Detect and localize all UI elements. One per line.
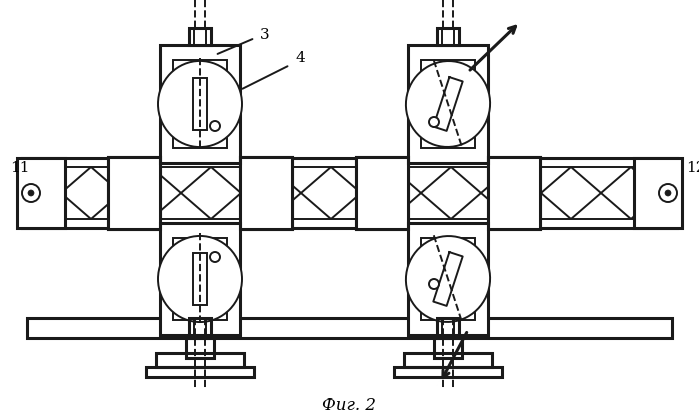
Circle shape — [28, 190, 34, 196]
Bar — [408, 45, 488, 163]
Bar — [146, 367, 254, 377]
Bar — [240, 157, 292, 229]
Bar — [156, 353, 244, 367]
Bar — [408, 223, 488, 335]
Bar — [160, 45, 240, 163]
Bar — [488, 157, 540, 229]
Ellipse shape — [406, 61, 490, 147]
Bar — [193, 253, 207, 305]
Text: 12: 12 — [686, 161, 699, 175]
Circle shape — [429, 279, 439, 289]
Bar — [31, 219, 668, 411]
Circle shape — [210, 121, 220, 131]
Bar — [27, 318, 672, 338]
Bar — [22, 158, 677, 228]
Bar — [0, 158, 31, 228]
Bar — [108, 157, 160, 229]
Bar — [488, 157, 540, 229]
Bar — [194, 28, 206, 45]
Text: 11: 11 — [10, 161, 29, 175]
Bar — [160, 45, 240, 163]
Bar — [240, 157, 292, 229]
Bar — [442, 28, 454, 45]
Bar — [634, 158, 682, 228]
Bar — [31, 0, 668, 167]
Bar — [189, 28, 211, 45]
Bar — [356, 157, 408, 229]
Bar — [240, 157, 292, 229]
Text: 3: 3 — [260, 28, 270, 42]
Bar — [488, 157, 540, 229]
Bar — [437, 318, 459, 335]
Bar — [437, 318, 459, 335]
Bar — [442, 318, 454, 335]
Bar — [404, 353, 492, 367]
Bar — [488, 157, 540, 229]
Bar — [173, 60, 227, 148]
Circle shape — [210, 252, 220, 262]
Ellipse shape — [158, 61, 242, 147]
Bar — [186, 338, 214, 358]
Ellipse shape — [158, 236, 242, 322]
Bar — [189, 318, 211, 335]
Ellipse shape — [406, 236, 490, 322]
Bar — [17, 158, 65, 228]
Bar — [434, 338, 462, 358]
Circle shape — [22, 184, 40, 202]
Bar — [421, 238, 475, 320]
Bar — [356, 157, 408, 229]
Circle shape — [659, 184, 677, 202]
Bar — [17, 158, 65, 228]
Bar — [189, 28, 211, 45]
Bar — [194, 318, 206, 335]
Text: Фиг. 2: Фиг. 2 — [322, 397, 376, 411]
Bar — [108, 157, 160, 229]
Bar — [189, 318, 211, 335]
Bar — [31, 167, 668, 219]
Bar — [240, 157, 292, 229]
Bar — [668, 158, 699, 228]
Bar — [634, 158, 682, 228]
Circle shape — [429, 117, 439, 127]
Bar — [437, 28, 459, 45]
Bar — [160, 223, 240, 335]
Bar — [408, 45, 488, 163]
Bar — [160, 223, 240, 335]
Bar — [173, 238, 227, 320]
Bar — [408, 223, 488, 335]
Circle shape — [665, 190, 671, 196]
Bar — [437, 28, 459, 45]
Bar — [356, 157, 408, 229]
Text: 4: 4 — [295, 51, 305, 65]
Bar — [108, 157, 160, 229]
Bar — [108, 157, 160, 229]
Bar — [421, 60, 475, 148]
Bar — [356, 157, 408, 229]
Bar — [394, 367, 502, 377]
Bar — [193, 78, 207, 130]
